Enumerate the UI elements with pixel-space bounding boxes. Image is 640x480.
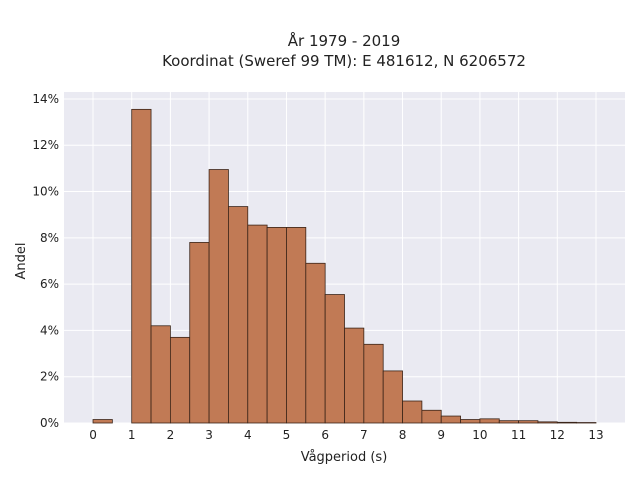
histogram-bar (460, 419, 481, 424)
x-tick-label: 13 (588, 428, 603, 442)
histogram-bar (498, 420, 520, 424)
histogram-bar (421, 409, 442, 424)
y-tick-label: 14% (32, 92, 59, 106)
histogram-bar (150, 325, 171, 424)
x-tick-label: 10 (472, 428, 487, 442)
x-tick-label: 7 (360, 428, 368, 442)
x-tick-label: 5 (283, 428, 291, 442)
histogram-bar (286, 227, 307, 424)
histogram-bar (518, 420, 539, 424)
y-tick-label: 8% (40, 231, 59, 245)
histogram-bar (402, 400, 423, 424)
x-tick-label: 1 (128, 428, 136, 442)
histogram-bar (556, 421, 578, 424)
histogram-bar (131, 108, 152, 424)
histogram-bar (363, 343, 384, 424)
histogram-bars (92, 108, 597, 424)
axis-ticks: 0 1 2 3 4 5 6 7 8 9 10 11 12 130%2%4%6%8%10%12%14% (32, 92, 603, 442)
y-tick-label: 2% (40, 370, 59, 384)
histogram-bar (169, 336, 191, 424)
y-tick-label: 12% (32, 138, 59, 152)
histogram-bar (440, 415, 461, 424)
x-tick-label: 6 (321, 428, 329, 442)
histogram-bar (208, 169, 229, 424)
chart-title-line2: Koordinat (Sweref 99 TM): E 481612, N 62… (162, 52, 526, 70)
histogram-bar (382, 370, 403, 424)
x-tick-label: 9 (437, 428, 445, 442)
histogram-bar (479, 418, 500, 424)
y-tick-label: 10% (32, 185, 59, 199)
x-tick-label: 11 (511, 428, 526, 442)
histogram-bar (537, 421, 558, 424)
histogram-bar (189, 242, 210, 424)
x-tick-label: 2 (167, 428, 175, 442)
x-tick-label: 0 (89, 428, 97, 442)
y-tick-label: 0% (40, 416, 59, 430)
histogram-bar (92, 419, 113, 424)
y-tick-label: 6% (40, 277, 59, 291)
x-tick-label: 3 (205, 428, 213, 442)
chart-title-line1: År 1979 - 2019 (288, 31, 401, 50)
histogram-bar (344, 327, 365, 424)
x-tick-label: 8 (399, 428, 407, 442)
x-tick-label: 4 (244, 428, 252, 442)
x-tick-label: 12 (550, 428, 565, 442)
histogram-bar (266, 227, 287, 424)
y-axis-label: Andel (14, 243, 29, 280)
histogram-bar (247, 224, 268, 424)
histogram-bar (324, 294, 345, 424)
histogram-bar (305, 262, 326, 424)
histogram-bar (228, 206, 249, 424)
x-axis-label: Vågperiod (s) (301, 450, 388, 465)
y-tick-label: 4% (40, 323, 59, 337)
